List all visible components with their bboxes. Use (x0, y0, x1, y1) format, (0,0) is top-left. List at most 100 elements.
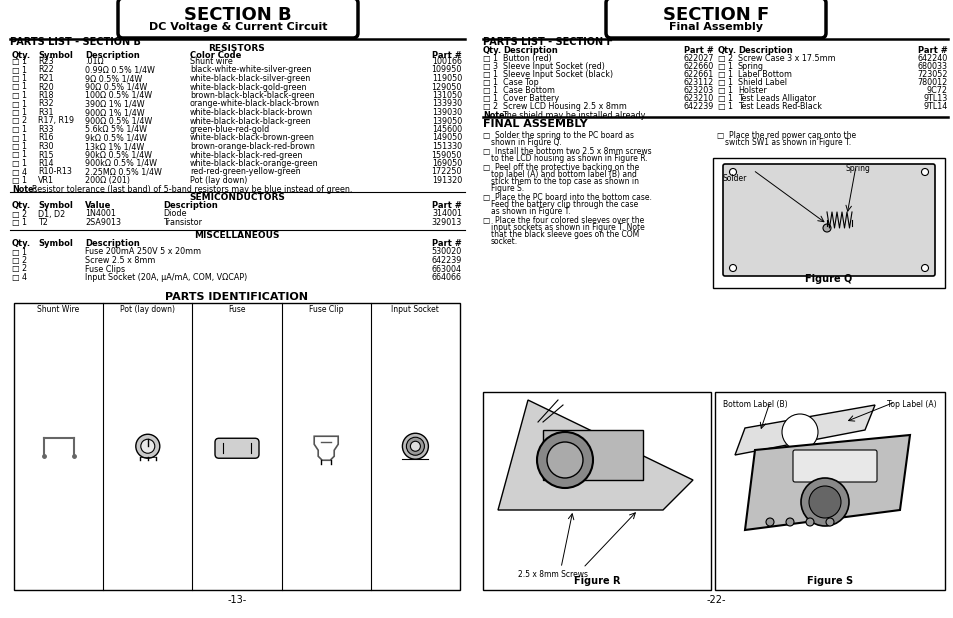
Polygon shape (497, 400, 692, 510)
Text: Holster: Holster (738, 86, 766, 95)
Text: 100Ω 0.5% 1/4W: 100Ω 0.5% 1/4W (85, 91, 152, 100)
Text: R33: R33 (38, 125, 53, 134)
Text: brown-orange-black-red-brown: brown-orange-black-red-brown (190, 142, 314, 151)
Text: Symbol: Symbol (38, 51, 72, 60)
Text: Color Code: Color Code (190, 51, 241, 60)
Text: Description: Description (163, 201, 217, 211)
Text: white-black-black-orange-green: white-black-black-orange-green (190, 159, 318, 168)
Text: Description: Description (85, 51, 139, 60)
Text: 664066: 664066 (432, 273, 461, 282)
Text: □  Install the bottom two 2.5 x 8mm screws: □ Install the bottom two 2.5 x 8mm screw… (482, 147, 651, 156)
Text: □ 2: □ 2 (12, 210, 27, 219)
Text: Part #: Part # (432, 201, 461, 211)
Text: black-white-white-silver-green: black-white-white-silver-green (190, 66, 312, 75)
Text: 390Ω 1% 1/4W: 390Ω 1% 1/4W (85, 99, 145, 109)
Text: 133930: 133930 (432, 99, 461, 109)
Circle shape (729, 265, 736, 271)
Circle shape (402, 433, 428, 459)
Bar (712, 158, 944, 288)
Text: 723052: 723052 (917, 70, 947, 79)
Bar (714, 392, 944, 590)
Text: Spring: Spring (845, 164, 870, 173)
Text: Figure R: Figure R (573, 576, 619, 586)
Text: Screw LCD Housing 2.5 x 8mm: Screw LCD Housing 2.5 x 8mm (502, 102, 626, 111)
Text: Description: Description (85, 240, 139, 248)
Text: □ 1: □ 1 (12, 176, 27, 185)
Text: Screw Case 3 x 17.5mm: Screw Case 3 x 17.5mm (738, 54, 835, 63)
Text: socket.: socket. (491, 237, 517, 246)
Text: white-black-black-brown-green: white-black-black-brown-green (190, 133, 314, 143)
Text: top label (A) and bottom label (B) and: top label (A) and bottom label (B) and (491, 170, 637, 179)
Text: R14: R14 (38, 159, 53, 168)
Text: □ 1: □ 1 (12, 108, 27, 117)
Text: 9C72: 9C72 (926, 86, 947, 95)
Text: □ 1: □ 1 (482, 86, 497, 95)
Text: PARTS LIST - SECTION F: PARTS LIST - SECTION F (482, 37, 613, 47)
Text: 2SA9013: 2SA9013 (85, 218, 121, 227)
Text: □ 2: □ 2 (12, 265, 27, 274)
Circle shape (921, 265, 927, 271)
Text: □ 1: □ 1 (718, 62, 732, 71)
Text: □ 3: □ 3 (482, 62, 497, 71)
Circle shape (765, 518, 773, 526)
Text: 900kΩ 0.5% 1/4W: 900kΩ 0.5% 1/4W (85, 159, 157, 168)
Text: Label Bottom: Label Bottom (738, 70, 791, 79)
Text: □ 1: □ 1 (718, 70, 732, 79)
FancyBboxPatch shape (214, 438, 258, 459)
Text: Test Leads Red-Black: Test Leads Red-Black (738, 102, 821, 111)
Text: Qty.: Qty. (12, 240, 31, 248)
Text: Note:: Note: (12, 185, 37, 195)
Text: □  Place the PC board into the bottom case.: □ Place the PC board into the bottom cas… (482, 193, 651, 202)
Text: 151330: 151330 (432, 142, 461, 151)
Text: Part #: Part # (432, 51, 461, 60)
Text: Value: Value (85, 201, 112, 211)
Text: The shield may be installed already.: The shield may be installed already. (501, 111, 646, 120)
Circle shape (805, 518, 813, 526)
Text: Description: Description (738, 46, 792, 55)
Circle shape (822, 224, 830, 232)
Text: Feed the battery clip through the case: Feed the battery clip through the case (491, 200, 638, 209)
Text: D1, D2: D1, D2 (38, 210, 65, 219)
FancyBboxPatch shape (722, 164, 934, 276)
Text: Pot (lay down): Pot (lay down) (120, 305, 175, 313)
Text: 2.25MΩ 0.5% 1/4W: 2.25MΩ 0.5% 1/4W (85, 167, 162, 177)
Text: white-black-black-silver-green: white-black-black-silver-green (190, 74, 311, 83)
Text: R18: R18 (38, 91, 53, 100)
Text: □ 1: □ 1 (12, 74, 27, 83)
Text: R16: R16 (38, 133, 53, 143)
Text: Fuse: Fuse (228, 305, 246, 313)
Text: 131050: 131050 (432, 91, 461, 100)
Circle shape (410, 441, 420, 451)
Text: 100166: 100166 (432, 57, 461, 66)
Circle shape (546, 442, 582, 478)
Text: □ 1: □ 1 (12, 142, 27, 151)
Text: □  Solder the spring to the PC board as: □ Solder the spring to the PC board as (482, 131, 634, 140)
Text: R31: R31 (38, 108, 53, 117)
Text: 145600: 145600 (432, 125, 461, 134)
Text: Test Leads Alligator: Test Leads Alligator (738, 94, 815, 103)
Text: PARTS IDENTIFICATION: PARTS IDENTIFICATION (165, 292, 308, 302)
Text: 623210: 623210 (683, 94, 713, 103)
Text: 200Ω (201): 200Ω (201) (85, 176, 130, 185)
Text: 314001: 314001 (432, 210, 461, 219)
Text: □ 1: □ 1 (718, 94, 732, 103)
Circle shape (921, 169, 927, 176)
Text: Input Socket: Input Socket (391, 305, 439, 313)
Text: 329013: 329013 (432, 218, 461, 227)
Text: Case Top: Case Top (502, 78, 538, 87)
FancyBboxPatch shape (605, 0, 825, 38)
Text: white-black-black-black-green: white-black-black-black-green (190, 117, 312, 125)
Text: □ 1: □ 1 (482, 94, 497, 103)
Circle shape (781, 414, 817, 450)
Text: R20: R20 (38, 82, 53, 91)
Text: □ 1: □ 1 (12, 218, 27, 227)
Text: 139030: 139030 (432, 108, 461, 117)
Text: Bottom Label (B): Bottom Label (B) (722, 400, 787, 409)
Bar (14, 302, 459, 590)
Text: SEMICONDUCTORS: SEMICONDUCTORS (189, 192, 285, 201)
Text: white-black-black-gold-green: white-black-black-gold-green (190, 82, 307, 91)
Text: Button (red): Button (red) (502, 54, 551, 63)
Text: Shield Label: Shield Label (738, 78, 786, 87)
Text: white-black-black-red-green: white-black-black-red-green (190, 151, 303, 159)
Text: □ 2: □ 2 (12, 256, 27, 265)
